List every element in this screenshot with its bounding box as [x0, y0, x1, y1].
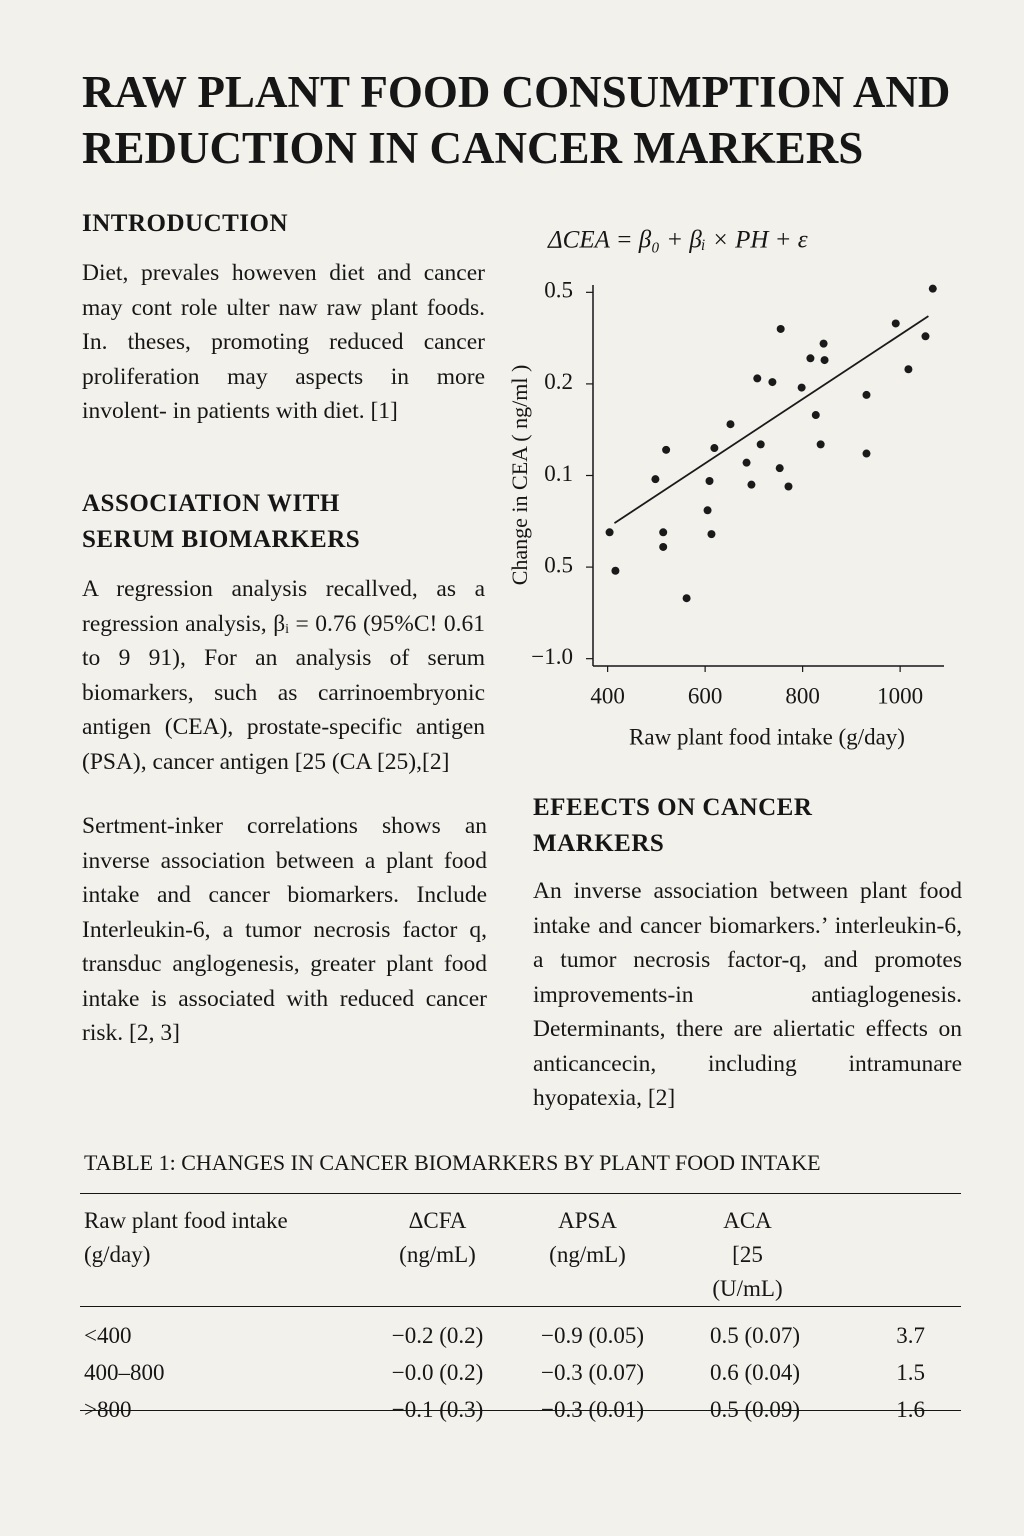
- table-cell: >800: [84, 1397, 132, 1422]
- table-cell: 400–800: [84, 1360, 165, 1385]
- heading: INTRODUCTION: [82, 210, 289, 237]
- paragraph: An inverse association between plant foo…: [533, 878, 962, 1111]
- data-point: [651, 475, 660, 484]
- table-cell: <400: [80, 1306, 370, 1354]
- table-cell: 0.6 (0.04): [709, 1360, 801, 1385]
- data-point: [662, 445, 671, 454]
- heading: ASSOCIATION WITH SERUM BIOMARKERS: [82, 490, 361, 553]
- data-point: [811, 411, 820, 420]
- data-point: [705, 476, 714, 485]
- data-point: [747, 480, 756, 489]
- table-cell: 1.5: [896, 1360, 925, 1385]
- data-point: [768, 378, 777, 387]
- header-row: Raw plant food intake (g/day) ΔCFA (ng/mL…: [80, 1194, 961, 1307]
- table-cell: 0.5 (0.07): [680, 1306, 830, 1354]
- section: EFEECTS ON CANCER MARKERS An inverse ass…: [533, 790, 962, 1116]
- data-point: [819, 339, 828, 348]
- table-cell: 3.7: [830, 1306, 961, 1354]
- header-cell: ACA [25 (U/mL): [712, 1208, 783, 1301]
- equation: ΔCEA = β₀ + βᵢ × PH + ε: [547, 227, 808, 254]
- table-cell: −0.3 (0.07): [540, 1360, 645, 1385]
- data-point: [726, 420, 735, 429]
- x-tick-label: 400: [590, 683, 625, 708]
- header-cell: APSA (ng/mL): [549, 1208, 626, 1267]
- x-tick-label: 800: [785, 683, 820, 708]
- table-row: 400–800 −0.0 (0.2) −0.3 (0.07) 0.6 (0.04) 1.…: [80, 1354, 961, 1391]
- table-row: <400 −0.2 (0.2) −0.9 (0.05) 0.5 (0.07) 3.7: [80, 1306, 961, 1354]
- data-point: [710, 444, 719, 453]
- section: ASSOCIATION WITH SERUM BIOMARKERS A regr…: [82, 486, 487, 1051]
- data-point: [659, 542, 668, 551]
- header-cell: ΔCFA (ng/mL): [399, 1208, 476, 1267]
- title: RAW PLANT FOOD CONSUMPTION AND REDUCTION…: [82, 67, 951, 173]
- y-tick-label: 0.1: [544, 461, 573, 486]
- data-point: [891, 319, 900, 328]
- data-point: [784, 482, 793, 491]
- table-cell: −0.0 (0.2): [391, 1360, 484, 1385]
- paragraph: Sertment-inker correlations shows an inv…: [82, 813, 487, 1046]
- data-point: [703, 506, 712, 515]
- data-point: [820, 356, 829, 365]
- table-cell: −0.3 (0.01): [540, 1397, 645, 1422]
- section: INTRODUCTION Diet, prevales howeven diet…: [82, 206, 485, 429]
- header-cell: Raw plant food intake (g/day): [84, 1208, 288, 1267]
- data-point: [605, 528, 614, 537]
- table: Raw plant food intake (g/day) ΔCFA (ng/mL…: [80, 1194, 961, 1428]
- data-point: [806, 354, 815, 363]
- x-tick-label: 1000: [877, 683, 923, 708]
- data-point: [862, 449, 871, 458]
- y-tick-label: 0.5: [544, 278, 573, 303]
- data-point: [921, 332, 930, 341]
- data-point: [659, 528, 668, 537]
- y-axis-label: Change in CEA ( ng/ml ): [507, 365, 532, 586]
- data-point: [928, 284, 937, 293]
- table-row: >800 −0.1 (0.3) −0.3 (0.01) 0.5 (0.09) 1.6: [80, 1391, 961, 1428]
- paragraph: A regression analysis recallved, as a re…: [82, 576, 485, 775]
- data-point: [797, 383, 806, 392]
- data-point: [707, 530, 716, 539]
- y-tick-label: −1.0: [531, 644, 573, 669]
- x-axis-label: Raw plant food intake (g/day): [629, 724, 905, 749]
- data-point: [862, 390, 871, 399]
- table-cell: −0.9 (0.05): [505, 1306, 680, 1354]
- data-point: [742, 458, 751, 467]
- header-cell: [830, 1194, 961, 1307]
- fit-line: [613, 315, 929, 524]
- heading: EFEECTS ON CANCER MARKERS: [533, 794, 813, 857]
- data-point: [753, 374, 762, 383]
- data-point: [816, 440, 825, 449]
- data-point: [776, 324, 785, 333]
- caption: TABLE 1: CHANGES IN CANCER BIOMARKERS BY…: [84, 1150, 821, 1175]
- table-cell: −0.2 (0.2): [370, 1306, 505, 1354]
- data-point: [756, 440, 765, 449]
- data-point: [611, 566, 620, 575]
- y-tick-label: 0.2: [544, 369, 573, 394]
- paragraph: Diet, prevales howeven diet and cancer m…: [82, 260, 485, 424]
- table-cell: −0.1 (0.3): [391, 1397, 484, 1422]
- table-cell: 0.5 (0.09): [709, 1397, 801, 1422]
- table-caption: TABLE 1: CHANGES IN CANCER BIOMARKERS BY…: [84, 1150, 821, 1176]
- y-tick-label: 0.5: [544, 552, 573, 577]
- table-cell: 1.6: [896, 1397, 925, 1422]
- data-point: [904, 365, 913, 374]
- data-point: [682, 594, 691, 603]
- table-frame: Raw plant food intake (g/day) ΔCFA (ng/mL…: [80, 1193, 961, 1422]
- x-tick-label: 600: [688, 683, 723, 708]
- data-point: [775, 464, 784, 473]
